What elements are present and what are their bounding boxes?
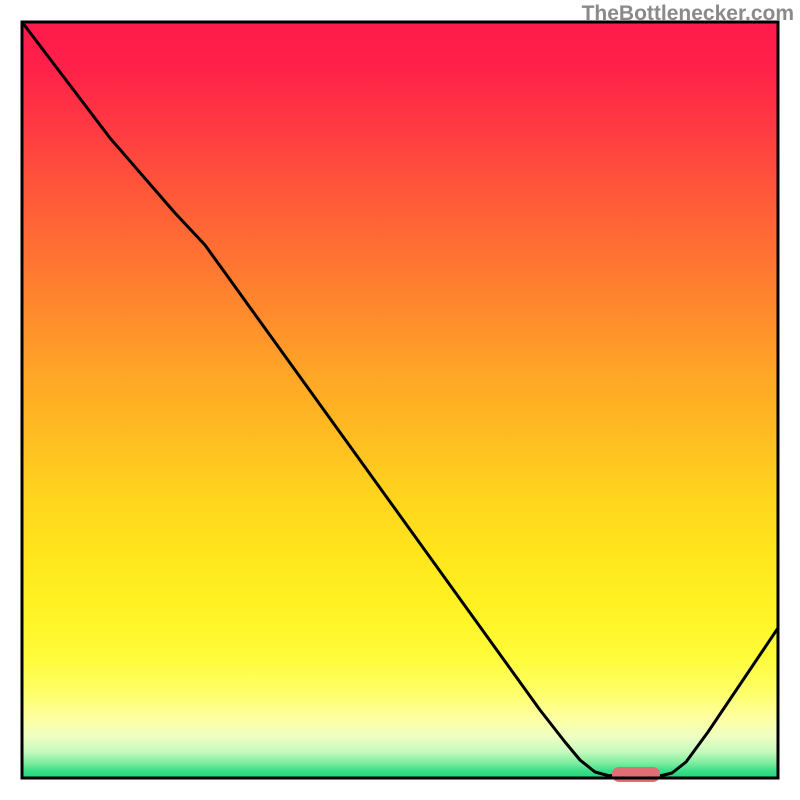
watermark-text: TheBottlenecker.com xyxy=(582,2,794,26)
plot-background xyxy=(22,22,778,778)
bottleneck-chart xyxy=(0,0,800,800)
chart-container: TheBottlenecker.com xyxy=(0,0,800,800)
sweet-spot-marker xyxy=(612,767,660,782)
